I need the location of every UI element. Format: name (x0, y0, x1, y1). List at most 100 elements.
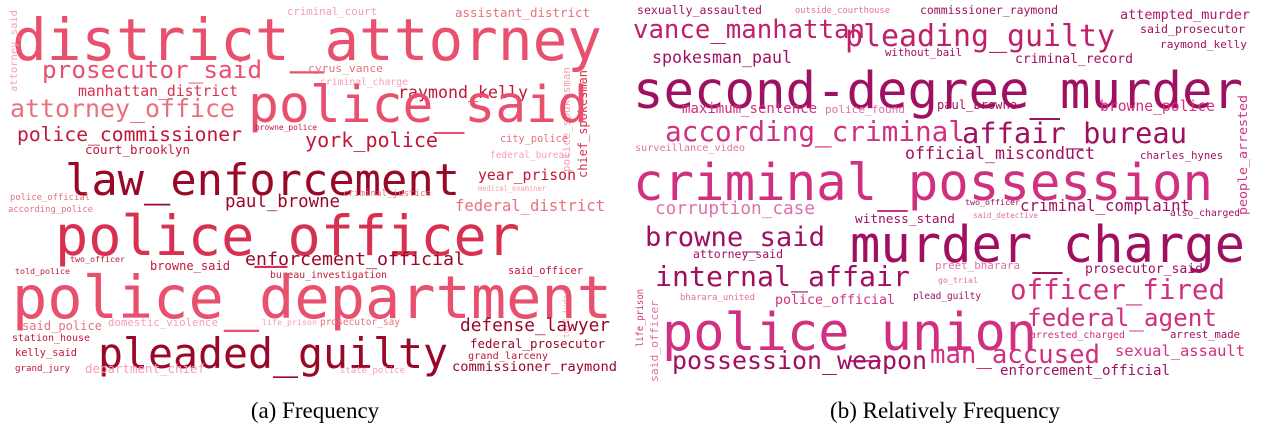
word: criminal_complaint (1020, 196, 1190, 215)
word: charles_hynes (1140, 150, 1223, 162)
word: police_union (662, 303, 1037, 363)
word: police_department (12, 264, 612, 332)
word: court_brooklyn (85, 142, 190, 157)
word: police_official (10, 193, 90, 203)
word: assistant_district (455, 5, 590, 20)
word: prosecutor_said (42, 56, 262, 84)
word: police_found (825, 103, 905, 116)
word: sexually_assaulted (637, 3, 762, 17)
caption: (a) Frequency (251, 398, 380, 423)
word: pleading_guilty (845, 19, 1115, 54)
word: grand_larceny (468, 351, 548, 362)
word: said_prosecutor (1140, 22, 1245, 36)
word: prosecutor_said (1085, 262, 1203, 277)
word: district_attorney (12, 6, 602, 74)
word: criminal_possession (633, 153, 1213, 212)
word: browne_police (255, 123, 317, 132)
word: told_judge (562, 290, 572, 338)
word: federal_bureau (490, 150, 570, 161)
word: criminal_charge (320, 77, 408, 88)
word: official_misconduct (905, 144, 1095, 163)
word: witness_stand (855, 212, 955, 227)
word: attempted_murder (1120, 7, 1250, 23)
word: prosecutor_say (320, 317, 400, 328)
word: maximum_sentence (682, 101, 817, 117)
word: life_prison (635, 289, 646, 347)
word: kelly_said (15, 347, 77, 359)
caption: (b) Relatively Frequency (830, 398, 1060, 423)
word: paul_browne (937, 98, 1017, 112)
word: according_police (8, 205, 93, 215)
word-cloud-relative-frequency: sexually_assaulted outside_courthouse comm… (633, 3, 1250, 382)
word: cyrus_vance (308, 62, 383, 75)
word: enforcement_official (245, 249, 465, 270)
word: also_charged (1170, 208, 1240, 219)
word: officer_fired (1010, 274, 1225, 307)
word: surveillance_video (635, 143, 745, 154)
word: affair_bureau (962, 116, 1187, 151)
word: second-degree_murder (633, 61, 1243, 120)
word: said_officer (649, 300, 661, 382)
word: browne_said (645, 222, 825, 253)
word: federal_district (455, 197, 605, 215)
word: said_officer (508, 265, 583, 277)
word: attorney_said (693, 247, 783, 261)
word: bharara_united (680, 293, 755, 303)
word: without_bail (885, 46, 962, 59)
word: state_police (340, 366, 405, 376)
word: arrested_charged (1030, 330, 1125, 341)
word: criminal_record (1015, 52, 1133, 67)
word: spokesman_paul (652, 48, 792, 67)
word: corruption_case (655, 199, 815, 219)
word: according_criminal (665, 115, 965, 149)
word: sexual_assault (1115, 342, 1245, 360)
word: chief_spokesman (576, 70, 590, 178)
word: police_spokesman (560, 67, 573, 172)
word: city_police (500, 133, 568, 145)
word: criminal_justice (343, 189, 431, 199)
word: vance_manhattan (633, 15, 865, 45)
word: internal_affair (655, 260, 910, 294)
word: attorney_office (10, 94, 235, 123)
word: department_chief (85, 361, 205, 376)
word: grand_jury (15, 364, 71, 374)
word: man_accused (930, 340, 1100, 370)
word: law_enforcement (65, 155, 460, 206)
word: browne_said (150, 259, 230, 273)
word: enforcement_official (1000, 363, 1170, 379)
word: defense_lawyer (460, 315, 610, 336)
word: federal_prosecutor (470, 336, 605, 351)
word: paul_browne (225, 192, 340, 212)
word: manhattan_district (78, 83, 238, 100)
word: police_said (248, 76, 588, 135)
word: raymond_kelly (398, 83, 528, 102)
word: murder_charge (850, 215, 1245, 274)
word: domestic_violence (108, 316, 218, 329)
word: plead_guilty (913, 291, 981, 302)
word: told_police (15, 266, 70, 276)
word: attorney_said (9, 10, 20, 92)
word: commissioner_raymond (452, 359, 617, 375)
word: raymond_kelly (1160, 38, 1247, 51)
word: york_police (305, 128, 438, 152)
word: outside_courthouse (795, 6, 890, 16)
word: said_police (22, 319, 102, 333)
word: bureau_investigation (270, 270, 387, 281)
word: pleaded_guilty (98, 329, 448, 378)
word: possession_weapon (672, 346, 927, 375)
word: people_arrested (1236, 95, 1250, 215)
word: police_commissioner (17, 123, 242, 146)
word: two_officer (965, 197, 1020, 207)
word: said_detective (973, 211, 1038, 220)
word: police_officer (55, 204, 520, 268)
word: preet_bharara (935, 259, 1020, 272)
word: criminal_court (287, 5, 377, 18)
word: arrest_made (1170, 329, 1240, 341)
word: police_official (775, 293, 895, 308)
word: medical_examiner (478, 184, 546, 193)
word: commissioner_raymond (920, 3, 1058, 17)
word: life_prison (262, 317, 317, 327)
word: go_trial (938, 275, 978, 285)
